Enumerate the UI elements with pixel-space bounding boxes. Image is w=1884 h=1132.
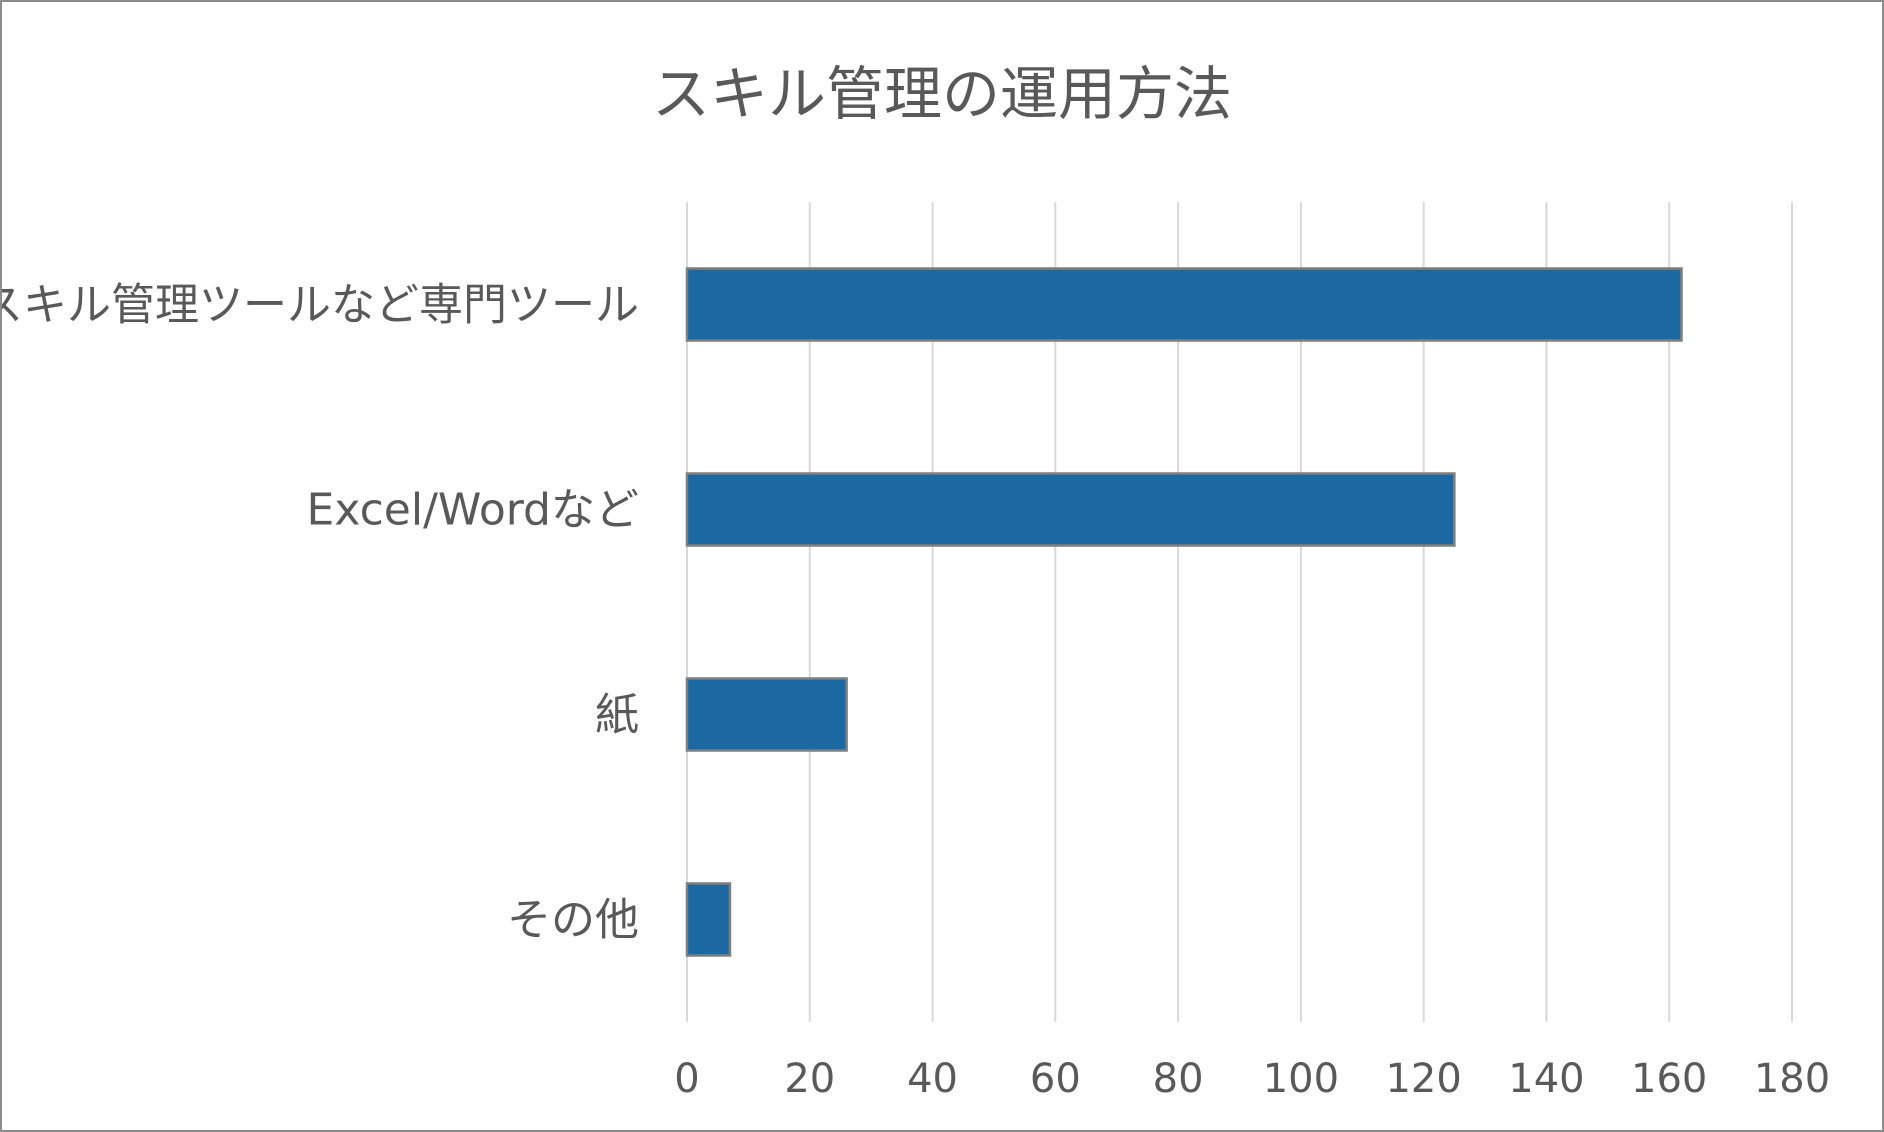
x-tick-labels: 0 20 40 60 80 100 120 140 160 180	[674, 1056, 1830, 1102]
bar-3	[685, 677, 848, 752]
x-tick-label: 80	[1153, 1056, 1204, 1102]
category-label: 紙	[595, 690, 639, 741]
bars	[685, 267, 1683, 957]
bar-1	[685, 267, 1683, 342]
chart-title: スキル管理の運用方法	[652, 60, 1232, 128]
category-label: その他	[507, 895, 639, 946]
category-label: Excel/Wordなど	[307, 485, 639, 536]
bar-2	[685, 472, 1456, 547]
x-tick-label: 180	[1754, 1056, 1830, 1102]
x-tick-label: 160	[1631, 1056, 1707, 1102]
x-tick-label: 140	[1508, 1056, 1584, 1102]
x-tick-label: 120	[1385, 1056, 1461, 1102]
x-tick-label: 0	[674, 1056, 699, 1102]
x-tick-label: 20	[784, 1056, 835, 1102]
bar-4	[685, 882, 732, 957]
category-label: スキル管理ツールなど専門ツール	[2, 280, 639, 331]
x-tick-label: 100	[1263, 1056, 1339, 1102]
x-tick-label: 60	[1030, 1056, 1081, 1102]
x-tick-label: 40	[907, 1056, 958, 1102]
